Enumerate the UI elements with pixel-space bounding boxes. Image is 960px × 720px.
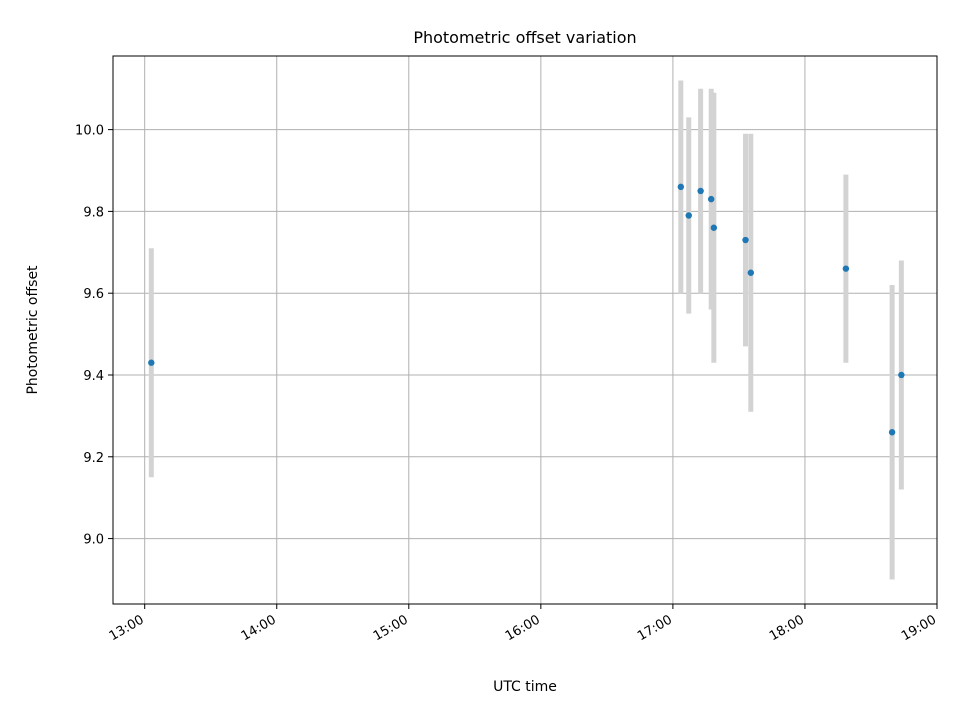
data-point [888, 429, 896, 436]
grid [113, 56, 938, 604]
data-point [842, 265, 850, 272]
data-point [710, 224, 718, 231]
data-point [898, 371, 905, 379]
data-point [707, 195, 715, 203]
y-tick-label: 9.4 [83, 369, 104, 384]
data-points [148, 183, 905, 436]
x-axis-label: UTC time [493, 679, 557, 695]
data-point [697, 187, 704, 195]
y-axis-label: Photometric offset [25, 265, 41, 395]
y-tick-label: 9.8 [83, 205, 104, 220]
y-tick-label: 9.2 [83, 451, 104, 466]
plot-frame [112, 55, 938, 605]
y-tick-label: 9.6 [83, 287, 104, 302]
data-point [747, 269, 755, 276]
y-tick-label: 9.0 [83, 533, 104, 548]
data-point [685, 212, 692, 219]
y-axis-ticks: 9.0 9.2 9.4 9.6 9.8 10.0 [75, 124, 113, 548]
y-tick-label: 10.0 [75, 124, 104, 139]
data-point [148, 359, 155, 366]
data-point [742, 236, 749, 244]
data-point [677, 183, 685, 191]
chart-title: Photometric offset variation [413, 28, 636, 47]
plot-area [113, 56, 937, 604]
